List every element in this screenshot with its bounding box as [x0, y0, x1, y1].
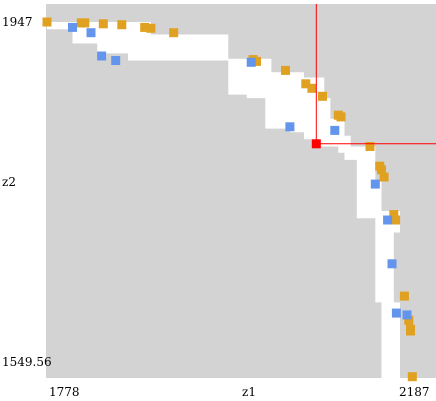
series-a-point-4[interactable]: [98, 19, 108, 29]
series-a-point-12[interactable]: [301, 79, 311, 89]
series-b-point-3[interactable]: [97, 51, 107, 61]
series-b-point-5[interactable]: [246, 57, 256, 67]
y-tick-label-bottom: 1549.56: [2, 355, 52, 369]
series-a-point-24[interactable]: [404, 315, 414, 325]
series-b-point-9[interactable]: [383, 215, 393, 225]
series-a-point-17[interactable]: [365, 142, 375, 151]
series-b-point-4[interactable]: [111, 56, 121, 65]
series-a-point-8[interactable]: [169, 28, 179, 38]
x-tick-label-left: 1778: [49, 385, 80, 399]
series-a-point-23[interactable]: [399, 291, 409, 301]
series-a-point-22[interactable]: [391, 215, 401, 225]
series-a-point-20[interactable]: [379, 172, 389, 182]
points-layer: [42, 17, 417, 382]
selected-point[interactable]: [311, 139, 321, 149]
y-axis-label: z2: [2, 175, 16, 189]
series-a-point-13[interactable]: [307, 83, 317, 93]
series-b-point-10[interactable]: [387, 259, 397, 269]
x-axis-label: z1: [242, 385, 256, 399]
series-a-point-11[interactable]: [281, 65, 290, 75]
series-b-point-1[interactable]: [68, 22, 77, 32]
candidate-region: [47, 22, 400, 378]
series-b-point-2[interactable]: [86, 28, 96, 38]
series-b-point-7[interactable]: [330, 125, 340, 135]
series-b-point-11[interactable]: [391, 308, 401, 318]
series-a-point-1[interactable]: [42, 17, 52, 27]
y-tick-label-top: 1947: [2, 15, 33, 29]
series-a-point-26[interactable]: [406, 326, 415, 336]
series-b-point-6[interactable]: [285, 122, 295, 132]
series-a-point-7[interactable]: [146, 23, 156, 33]
series-a-point-19[interactable]: [377, 165, 386, 175]
series-a-point-21[interactable]: [389, 210, 399, 220]
series-a-point-14[interactable]: [318, 91, 327, 101]
series-a-point-6[interactable]: [140, 22, 150, 32]
series-a-point-3[interactable]: [80, 18, 90, 28]
series-a-point-16[interactable]: [336, 112, 346, 122]
x-tick-label-right: 2187: [399, 385, 430, 399]
series-b-point-8[interactable]: [370, 179, 380, 189]
series-b-point-12[interactable]: [402, 310, 412, 320]
series-a-point-27[interactable]: [407, 372, 417, 382]
series-a-point-5[interactable]: [117, 20, 127, 30]
series-a-point-10[interactable]: [252, 56, 261, 66]
